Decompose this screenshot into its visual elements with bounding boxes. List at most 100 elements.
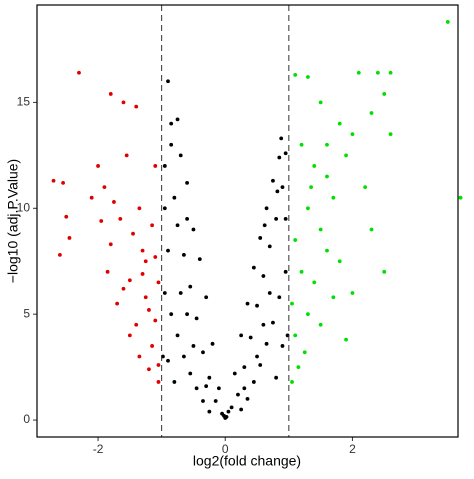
point bbox=[274, 216, 279, 221]
point bbox=[242, 386, 247, 391]
point bbox=[331, 295, 336, 300]
point bbox=[264, 341, 269, 346]
point bbox=[363, 185, 368, 190]
point bbox=[458, 195, 463, 200]
point bbox=[127, 278, 132, 283]
point bbox=[191, 344, 196, 348]
point bbox=[283, 269, 288, 274]
point bbox=[226, 409, 231, 414]
point bbox=[178, 153, 183, 158]
point bbox=[255, 354, 259, 359]
point bbox=[169, 142, 174, 147]
point bbox=[115, 301, 120, 306]
y-tick-label: 15 bbox=[17, 95, 31, 109]
point bbox=[185, 312, 189, 317]
point bbox=[251, 265, 256, 270]
point bbox=[375, 70, 380, 75]
point bbox=[169, 312, 174, 317]
point bbox=[191, 227, 196, 232]
point bbox=[99, 219, 104, 223]
point bbox=[153, 164, 158, 168]
point bbox=[445, 20, 450, 24]
point bbox=[369, 111, 374, 115]
point bbox=[96, 164, 100, 168]
point bbox=[331, 195, 336, 200]
point bbox=[143, 259, 148, 264]
point bbox=[325, 142, 329, 147]
point bbox=[245, 396, 250, 401]
point bbox=[299, 142, 304, 147]
point bbox=[175, 223, 180, 228]
point bbox=[143, 295, 148, 300]
point bbox=[337, 259, 342, 264]
point bbox=[137, 354, 142, 359]
point bbox=[224, 414, 229, 419]
point bbox=[350, 291, 355, 295]
point bbox=[197, 257, 202, 262]
point bbox=[261, 322, 266, 327]
point bbox=[156, 380, 161, 384]
point bbox=[248, 335, 253, 340]
point bbox=[255, 303, 259, 308]
point bbox=[166, 248, 170, 253]
point bbox=[290, 301, 294, 306]
point bbox=[108, 242, 113, 247]
point bbox=[169, 121, 174, 126]
point bbox=[277, 155, 282, 160]
y-tick-label: 10 bbox=[17, 200, 31, 214]
point bbox=[112, 200, 116, 204]
plot-border bbox=[36, 4, 459, 438]
point bbox=[280, 344, 285, 348]
point bbox=[89, 195, 94, 200]
point bbox=[207, 375, 212, 380]
point bbox=[236, 392, 240, 397]
point bbox=[306, 75, 310, 79]
point bbox=[382, 92, 387, 96]
point bbox=[312, 164, 317, 168]
point bbox=[258, 363, 263, 367]
point bbox=[194, 386, 199, 391]
point bbox=[207, 409, 212, 414]
point bbox=[271, 178, 275, 183]
point bbox=[293, 238, 298, 242]
point bbox=[318, 227, 323, 232]
point bbox=[156, 280, 161, 285]
point bbox=[356, 70, 361, 75]
point bbox=[245, 301, 250, 306]
point bbox=[251, 380, 256, 384]
point bbox=[369, 227, 374, 232]
point bbox=[162, 206, 167, 211]
point bbox=[283, 216, 288, 221]
point bbox=[325, 174, 329, 179]
point bbox=[166, 79, 170, 84]
y-tick-label: 0 bbox=[23, 412, 30, 426]
point bbox=[57, 252, 62, 257]
point bbox=[162, 291, 167, 295]
point bbox=[147, 367, 151, 372]
point bbox=[121, 100, 126, 105]
point bbox=[388, 132, 393, 137]
point bbox=[121, 286, 126, 291]
point bbox=[188, 284, 193, 289]
point bbox=[182, 252, 186, 257]
point bbox=[318, 100, 323, 105]
point bbox=[258, 236, 263, 240]
y-axis-label: −log10 (adj.P.Value) bbox=[5, 159, 21, 283]
point bbox=[344, 337, 348, 342]
point bbox=[210, 341, 215, 346]
point bbox=[293, 333, 298, 338]
point bbox=[172, 380, 177, 384]
point bbox=[137, 206, 142, 211]
point bbox=[232, 371, 237, 376]
point bbox=[185, 216, 189, 221]
point bbox=[153, 255, 158, 259]
point bbox=[178, 291, 183, 295]
point bbox=[182, 354, 186, 359]
point bbox=[306, 312, 310, 317]
point bbox=[61, 180, 65, 185]
point bbox=[162, 164, 167, 168]
point bbox=[274, 375, 279, 380]
point bbox=[118, 216, 123, 221]
point bbox=[201, 350, 205, 355]
